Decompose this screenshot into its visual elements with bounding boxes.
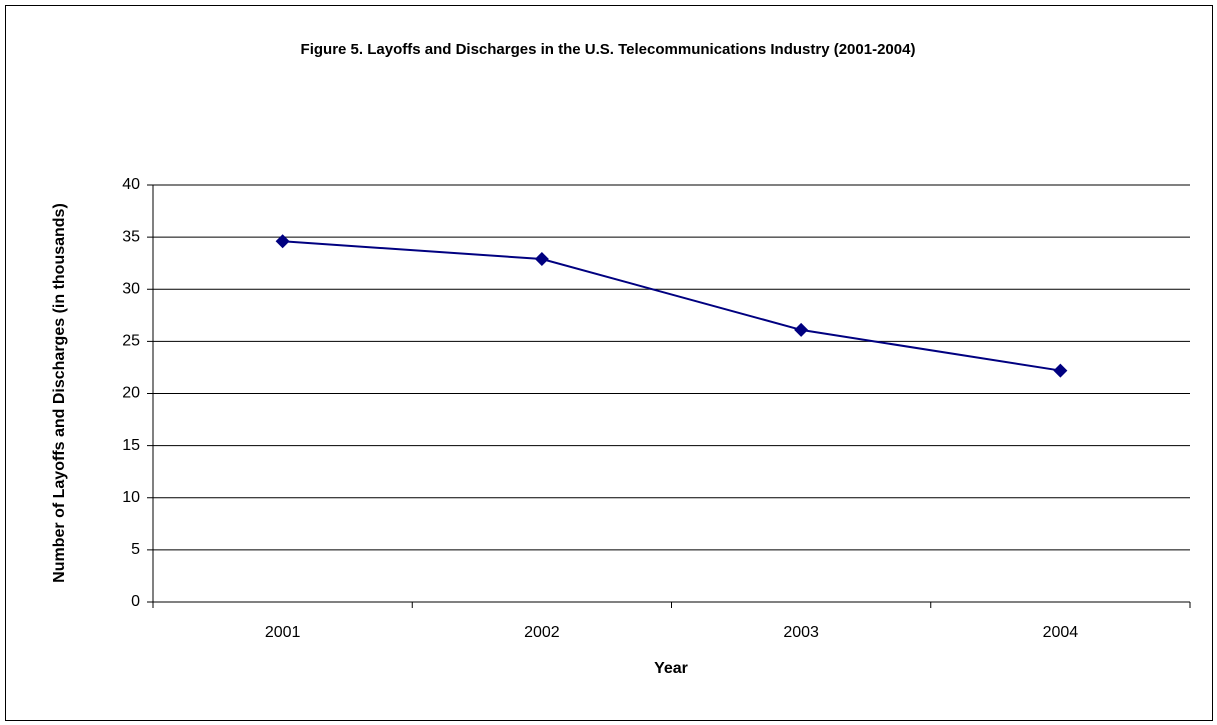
y-tick-label: 0 [131, 593, 140, 610]
y-tick-label: 30 [122, 280, 140, 297]
marker [794, 322, 809, 337]
y-tick-label: 40 [122, 176, 140, 193]
y-tick-label: 25 [122, 333, 140, 350]
y-tick-label: 15 [122, 437, 140, 454]
chart-border [5, 5, 1213, 721]
line [282, 240, 1061, 372]
marker [275, 234, 290, 249]
x-tick-label: 2004 [1043, 624, 1079, 641]
chart-title: Figure 5. Layoffs and Discharges in the … [301, 41, 916, 58]
marker [1053, 363, 1068, 378]
y-tick-label: 10 [122, 489, 140, 506]
y-tick-label: 20 [122, 385, 140, 402]
x-tick-label: 2003 [783, 624, 819, 641]
x-tick-label: 2001 [265, 624, 301, 641]
x-tick-label: 2002 [524, 624, 560, 641]
y-tick-label: 5 [131, 541, 140, 558]
y-axis-label: Number of Layoffs and Discharges (in tho… [51, 203, 68, 583]
marker [534, 252, 549, 267]
y-tick-label: 35 [122, 228, 140, 245]
x-axis-label: Year [654, 660, 688, 677]
